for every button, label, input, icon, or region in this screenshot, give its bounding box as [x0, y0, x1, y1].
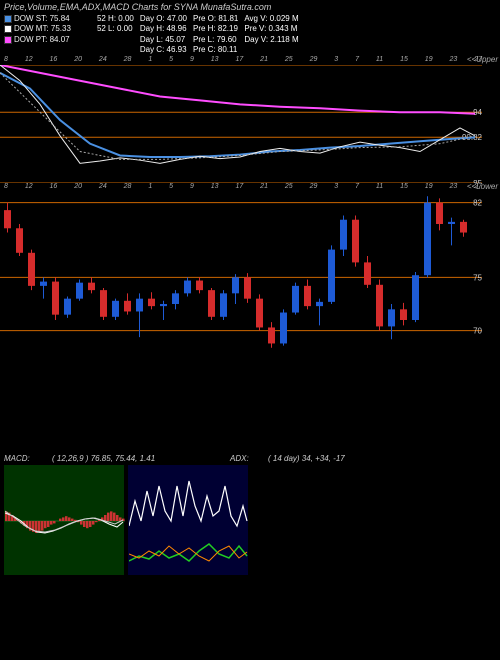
sub-charts-row [0, 465, 500, 579]
dow-mt-label: DOW MT: [14, 24, 49, 33]
dayC: Day C: 46.93 [140, 45, 187, 55]
upper-corner: <<Upper [467, 55, 498, 64]
svg-text:70: 70 [473, 326, 482, 335]
svg-text:94: 94 [473, 108, 482, 117]
date-axis-top: 812162024281591317212529371115192327 [0, 56, 500, 63]
page-title: Price,Volume,EMA,ADX,MACD Charts for SYN… [0, 0, 500, 14]
preO: Pre O: 81.81 [193, 14, 238, 24]
dayO: Day O: 47.00 [140, 14, 187, 24]
adx-chart [128, 465, 248, 575]
dayV: Day V: 2.118 M [244, 35, 298, 45]
dow-mt-val: 75.33 [51, 24, 71, 33]
svg-text:82: 82 [473, 198, 482, 207]
stats-header: DOW ST: 75.84 DOW MT: 75.33 DOW PT: 84.0… [0, 14, 500, 56]
avgV: Avg V: 0.029 M [244, 14, 298, 24]
lower-chart: <<Lower 827570 [0, 192, 500, 352]
dayL: Day L: 45.07 [140, 35, 187, 45]
dow-mt-swatch [4, 25, 12, 33]
dow-pt-label: DOW PT: [14, 35, 47, 44]
adx-label: ADX: [230, 454, 260, 463]
hi52: 52 H: 0.00 [97, 14, 134, 24]
upper-chart: <<Upper 9490.8285 [0, 65, 500, 183]
lo52: 52 L: 0.00 [97, 24, 134, 34]
dow-pt-swatch [4, 36, 12, 44]
svg-text:75: 75 [473, 273, 482, 282]
dow-pt-val: 84.07 [50, 35, 70, 44]
dow-st-label: DOW ST: [14, 14, 47, 23]
macd-label: MACD: [4, 454, 44, 463]
preH: Pre H: 82.19 [193, 24, 238, 34]
preL: Pre L: 79.60 [193, 35, 238, 45]
dow-st-val: 75.84 [50, 14, 70, 23]
date-axis-mid: 812162024281591317212529371115192327 [0, 183, 500, 190]
adx-params: ( 14 day) 34, +34, -17 [268, 454, 345, 463]
macd-params: ( 12,26,9 ) 76.85, 75.44, 1.41 [52, 454, 222, 463]
indicator-labels: MACD: ( 12,26,9 ) 76.85, 75.44, 1.41 ADX… [0, 452, 500, 465]
preC: Pre C: 80.11 [193, 45, 238, 55]
dow-st-swatch [4, 15, 12, 23]
lower-corner: <<Lower [467, 182, 498, 191]
dayH: Day H: 48.96 [140, 24, 187, 34]
preV: Pre V: 0.343 M [244, 24, 298, 34]
macd-chart [4, 465, 124, 575]
